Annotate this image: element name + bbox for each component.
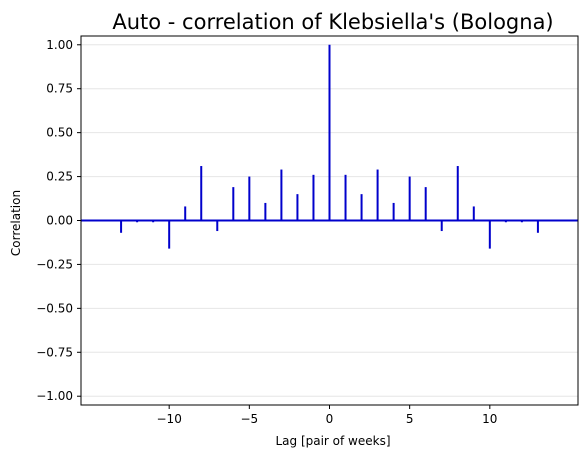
y-tick-label: −0.75 — [36, 345, 73, 359]
chart-title: Auto - correlation of Klebsiella's (Bolo… — [112, 10, 553, 34]
y-tick-label: −1.00 — [36, 389, 73, 403]
x-tick-label: −5 — [240, 412, 258, 426]
x-tick-label: −10 — [157, 412, 182, 426]
correlation-stems — [120, 44, 539, 249]
y-tick-label: −0.25 — [36, 257, 73, 271]
y-tick-label: 0.50 — [46, 126, 73, 140]
x-axis-label: Lag [pair of weeks] — [275, 434, 390, 448]
x-tick-label: 10 — [482, 412, 497, 426]
x-axis-ticks: −10 −5 0 5 10 — [157, 405, 497, 426]
y-tick-label: 0.75 — [46, 82, 73, 96]
y-tick-label: 0.00 — [46, 214, 73, 228]
y-axis-ticks: 1.00 0.75 0.50 0.25 0.00 −0.25 −0.50 −0.75 −1.00 — [36, 38, 81, 403]
x-tick-label: 0 — [326, 412, 334, 426]
y-tick-label: −0.50 — [36, 301, 73, 315]
y-tick-label: 1.00 — [46, 38, 73, 52]
y-axis-label: Correlation — [9, 190, 23, 256]
x-tick-label: 5 — [406, 412, 414, 426]
y-tick-label: 0.25 — [46, 170, 73, 184]
